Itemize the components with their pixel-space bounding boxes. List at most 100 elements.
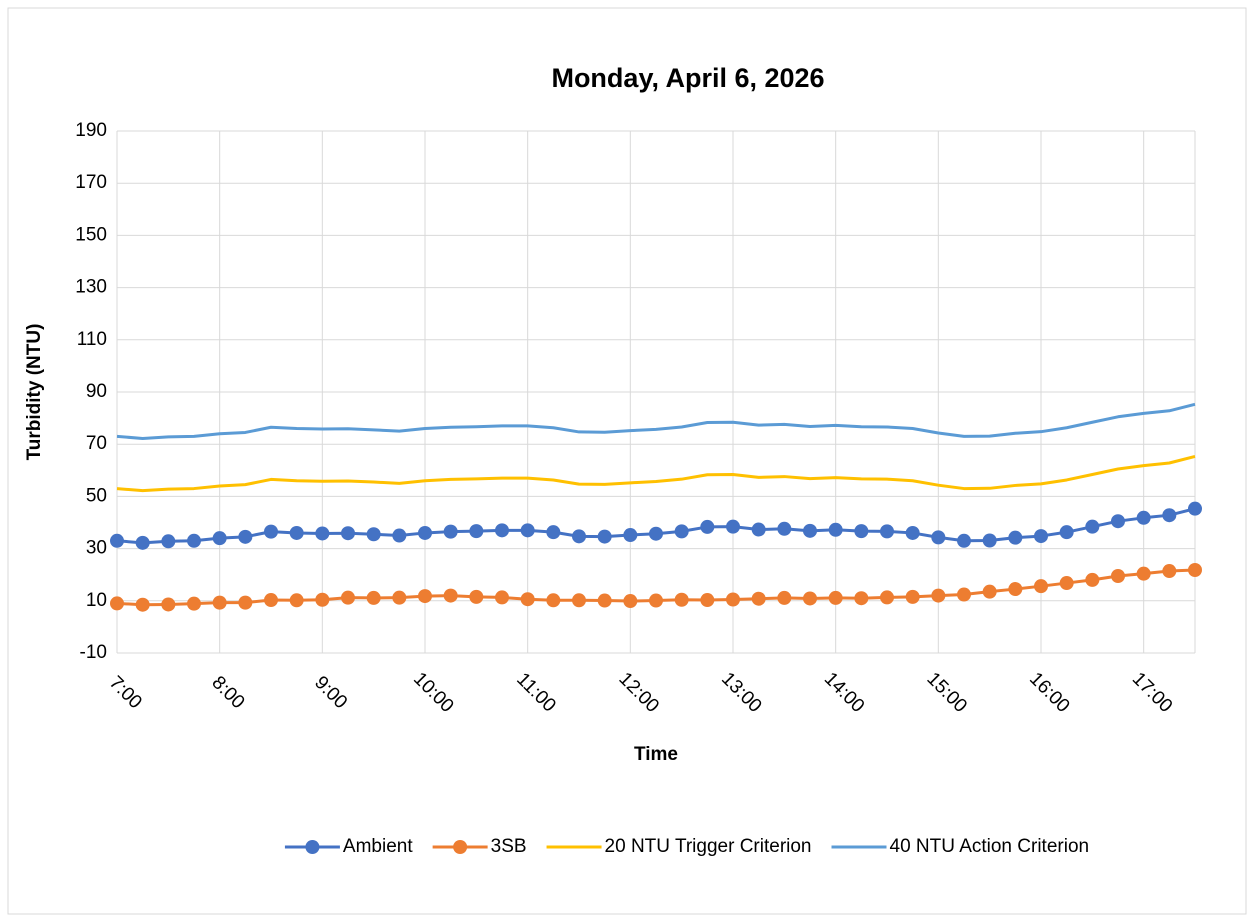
series-marker xyxy=(366,527,381,542)
series-marker xyxy=(1111,569,1125,584)
series-marker xyxy=(341,526,355,541)
y-tick-label: 50 xyxy=(86,485,107,506)
series-marker xyxy=(469,589,484,604)
series-marker xyxy=(1136,510,1151,525)
y-tick-label: 190 xyxy=(75,120,107,141)
series-marker xyxy=(546,593,561,608)
y-tick-label: 90 xyxy=(86,381,107,402)
series-marker xyxy=(1059,576,1074,591)
series-marker xyxy=(1085,519,1100,534)
series-marker xyxy=(828,522,843,537)
series-marker xyxy=(1034,579,1048,594)
series-marker xyxy=(135,597,150,612)
series-marker xyxy=(854,591,869,606)
series-marker xyxy=(572,529,586,544)
legend-label: 20 NTU Trigger Criterion xyxy=(605,836,812,857)
y-axis-title: Turbidity (NTU) xyxy=(24,324,45,461)
series-marker xyxy=(905,525,920,540)
series-marker xyxy=(418,589,432,604)
series-marker xyxy=(982,584,997,599)
chart-border xyxy=(7,7,1247,915)
series-marker xyxy=(597,529,612,544)
y-tick-label: 110 xyxy=(77,329,107,350)
y-tick-label: 10 xyxy=(86,590,107,611)
series-marker xyxy=(1162,508,1177,523)
series-marker xyxy=(803,523,817,538)
series-marker xyxy=(392,528,407,543)
series-marker xyxy=(931,588,946,603)
series-marker xyxy=(110,596,124,611)
series-marker xyxy=(572,593,586,608)
series-marker xyxy=(982,533,997,548)
series-marker xyxy=(135,535,150,550)
series-marker xyxy=(1111,514,1125,529)
y-tick-label: 70 xyxy=(86,433,107,454)
series-marker xyxy=(674,524,689,539)
series-marker xyxy=(700,593,715,608)
legend-marker xyxy=(453,840,468,854)
series-marker xyxy=(546,525,561,540)
series-marker xyxy=(1136,566,1151,581)
series-marker xyxy=(315,592,330,607)
y-tick-label: 150 xyxy=(75,224,107,245)
series-marker xyxy=(674,592,689,607)
series-marker xyxy=(495,523,509,538)
series-marker xyxy=(392,590,407,605)
series-marker xyxy=(726,592,740,607)
y-tick-label: 130 xyxy=(75,277,107,298)
series-marker xyxy=(264,524,278,539)
x-axis-title: Time xyxy=(634,744,678,765)
series-marker xyxy=(161,534,176,549)
y-tick-label: -10 xyxy=(80,642,107,663)
chart-title: Monday, April 6, 2026 xyxy=(551,63,824,93)
series-marker xyxy=(828,590,843,605)
legend: Ambient 3SB 20 NTU Trigger Criterion 40 NTU… xyxy=(284,836,1089,857)
series-marker xyxy=(726,519,740,534)
series-marker xyxy=(1008,582,1023,597)
series-marker xyxy=(238,529,253,544)
series-line xyxy=(116,402,1196,440)
series-marker xyxy=(880,590,894,605)
series-marker xyxy=(341,590,355,605)
series-marker xyxy=(315,526,330,541)
series-marker xyxy=(700,519,715,534)
series-marker xyxy=(187,533,201,548)
series-marker xyxy=(880,524,894,539)
series-marker xyxy=(443,524,458,539)
series-marker xyxy=(212,531,227,546)
series-marker xyxy=(495,590,509,605)
series-marker xyxy=(212,595,227,610)
series-marker xyxy=(289,525,304,540)
series-marker xyxy=(623,528,638,543)
series-marker xyxy=(597,593,612,608)
series-marker xyxy=(469,524,484,539)
series-marker xyxy=(1188,563,1202,578)
series-marker xyxy=(366,590,381,605)
series-marker xyxy=(905,589,920,604)
series-marker xyxy=(777,521,792,536)
series-marker xyxy=(1188,501,1202,516)
series-marker xyxy=(931,530,946,545)
y-tick-label: 170 xyxy=(75,172,107,193)
series-marker xyxy=(1059,525,1074,540)
series-marker xyxy=(1162,564,1177,579)
series-line xyxy=(116,455,1196,493)
series-marker xyxy=(649,526,663,541)
series-marker xyxy=(443,588,458,603)
y-tick-label: 30 xyxy=(86,538,107,559)
legend-marker xyxy=(305,840,320,854)
series-marker xyxy=(1034,529,1048,544)
legend-label: 3SB xyxy=(491,836,527,857)
series-marker xyxy=(803,591,817,606)
series-marker xyxy=(264,593,278,608)
series-marker xyxy=(957,533,971,548)
series-marker xyxy=(1085,572,1100,587)
series-marker xyxy=(751,522,766,537)
series-marker xyxy=(957,587,971,602)
series-marker xyxy=(854,524,869,539)
series-marker xyxy=(751,591,766,606)
series-marker xyxy=(289,593,304,608)
series-marker xyxy=(187,596,201,611)
series-marker xyxy=(161,597,176,612)
